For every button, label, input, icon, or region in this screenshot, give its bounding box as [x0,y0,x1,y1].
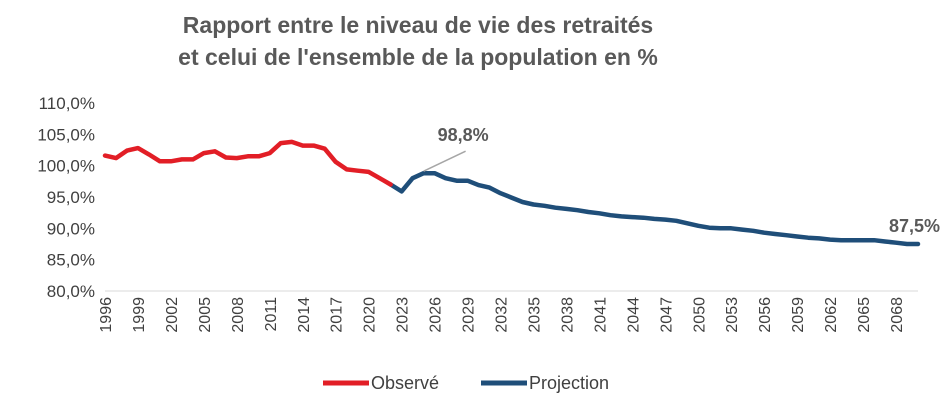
chart-title-line-1: Rapport entre le niveau de vie des retra… [183,12,653,38]
x-tick-label: 2059 [790,297,807,333]
series-line-observe [102,139,393,187]
x-tick-label: 2038 [559,297,576,333]
x-tick-label: 2008 [230,297,247,333]
legend: Observé Projection [323,373,609,393]
x-tick-label: 2032 [494,297,511,333]
legend-label-observe: Observé [371,373,439,393]
x-tick-label: 2005 [197,297,214,333]
y-tick-label: 95,0% [47,188,95,207]
x-tick-label: 2020 [362,297,379,333]
legend-label-projection: Projection [529,373,609,393]
x-tick-label: 1996 [98,297,115,333]
y-tick-label: 90,0% [47,219,95,238]
y-tick-label: 105,0% [37,125,95,144]
y-tick-label: 80,0% [47,282,95,301]
x-tick-label: 2026 [428,297,445,333]
x-tick-label: 2065 [856,297,873,333]
x-tick-label: 1999 [131,297,148,333]
annotation-label-peak: 98,8% [438,125,489,145]
annotation-leader-line [423,150,466,172]
x-tick-label: 2050 [691,297,708,333]
x-tick-label: 2053 [724,297,741,333]
y-tick-label: 85,0% [47,251,95,270]
series-line-projection [388,170,921,247]
x-axis: 1996 1999 2002 2005 2008 2011 2014 2017 2020 2023… [98,290,918,333]
x-tick-label: 2056 [757,297,774,333]
y-tick-label: 100,0% [37,157,95,176]
x-tick-label: 2035 [526,297,543,333]
x-tick-label: 2041 [592,297,609,333]
x-tick-label: 2014 [296,297,313,333]
x-tick-label: 2017 [329,297,346,333]
x-tick-label: 2062 [823,297,840,333]
annotation-label-end: 87,5% [889,216,940,236]
x-tick-label: 2023 [395,297,412,333]
series-group [102,139,921,247]
x-tick-label: 2047 [658,297,675,333]
y-tick-label: 110,0% [39,94,95,113]
x-tick-label: 2044 [625,297,642,333]
x-tick-label: 2068 [889,297,906,333]
y-axis: 110,0% 105,0% 100,0% 95,0% 90,0% 85,0% 80,0% [37,94,95,301]
x-tick-label: 2002 [164,297,181,333]
x-tick-label: 2011 [263,297,280,332]
annotations-group: 98,8% 87,5% [423,125,940,236]
chart-title-line-2: et celui de l'ensemble de la population … [178,44,658,70]
x-tick-label: 2029 [461,297,478,333]
